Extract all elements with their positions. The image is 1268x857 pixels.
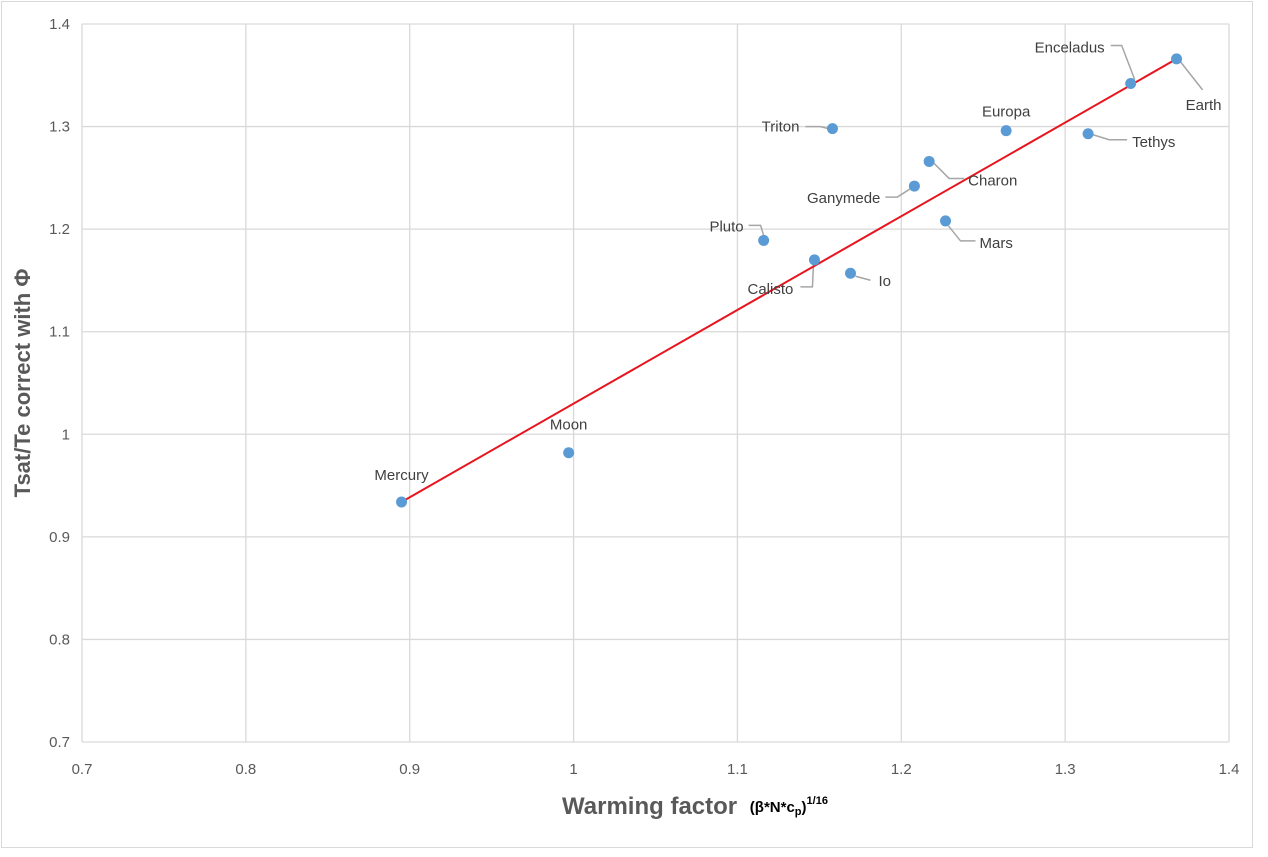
data-point-mercury [396,496,408,508]
y-tick-label: 1.2 [49,221,70,238]
trendline [401,58,1178,503]
y-tick-label: 0.7 [49,734,70,751]
leader-lines [748,44,1204,288]
leader-line [933,162,965,180]
gridlines [81,23,1230,743]
x-axis-label-main: Warming factor [562,793,737,820]
data-label-mercury: Mercury [374,467,429,484]
x-axis-label-close: ) [802,799,807,816]
data-point-europa [1000,125,1012,137]
leader-line [855,275,871,281]
leader-line [805,125,829,130]
y-axis-label: Tsat/Te correct with Φ [10,269,35,498]
y-tick-label: 1 [62,426,70,443]
y-tick-label: 1.1 [49,324,70,341]
data-label-io: Io [878,273,891,290]
leader-line [800,264,815,288]
x-tick-label: 1.4 [1219,761,1240,778]
data-label-charon: Charon [968,172,1017,189]
data-label-mars: Mars [980,235,1013,252]
data-point-charon [923,155,935,167]
data-point-tethys [1082,128,1094,140]
data-label-calisto: Calisto [748,281,794,298]
x-tick-label: 0.8 [235,761,256,778]
leader-line [748,224,765,236]
leader-line [1092,134,1128,141]
data-point-ganymede [908,180,920,192]
y-tick-label: 0.8 [49,631,70,648]
data-point-calisto [808,254,820,266]
leader-line [1179,61,1204,91]
data-label-ganymede: Ganymede [807,190,880,207]
data-point-pluto [758,234,770,246]
data-label-pluto: Pluto [709,218,743,235]
leader-line [1110,44,1136,80]
x-tick-label: 1.2 [891,761,912,778]
trendline-group [401,58,1178,503]
x-tick-label: 1 [569,761,577,778]
y-tick-labels: 0.7 0.8 0.9 1 1.1 1.2 1.3 1.4 [49,16,70,751]
data-point-enceladus [1125,77,1137,89]
y-tick-label: 1.4 [49,16,70,33]
data-label-moon: Moon [550,417,588,434]
x-axis-label-sup: 1/16 [807,795,828,807]
x-axis-label: Warming factor (β*N*cp)1/16 [562,793,828,820]
x-tick-labels: 0.7 0.8 0.9 1 1.1 1.2 1.3 1.4 [72,761,1240,778]
data-point-io [844,267,856,279]
data-point-mars [940,215,952,227]
x-axis-label-formula: (β*N*c [750,799,795,816]
y-tick-label: 0.9 [49,529,70,546]
y-tick-label: 1.3 [49,119,70,136]
data-label-triton: Triton [762,119,800,136]
data-point-triton [826,123,838,135]
data-labels: Mercury Moon Pluto Calisto Io Triton Ganymede C… [374,39,1221,483]
x-tick-label: 0.7 [72,761,93,778]
data-label-tethys: Tethys [1132,134,1175,151]
leader-line [885,187,912,198]
data-label-earth: Earth [1186,97,1222,114]
data-points [396,53,1183,508]
x-tick-label: 1.3 [1055,761,1076,778]
x-tick-label: 0.9 [399,761,420,778]
data-label-enceladus: Enceladus [1035,39,1105,56]
data-label-europa: Europa [982,104,1031,121]
data-point-moon [563,447,575,459]
x-axis-label-sub: p [795,806,802,818]
x-tick-label: 1.1 [727,761,748,778]
leader-line [947,225,976,242]
data-point-earth [1171,53,1183,65]
chart-border [1,1,1253,848]
